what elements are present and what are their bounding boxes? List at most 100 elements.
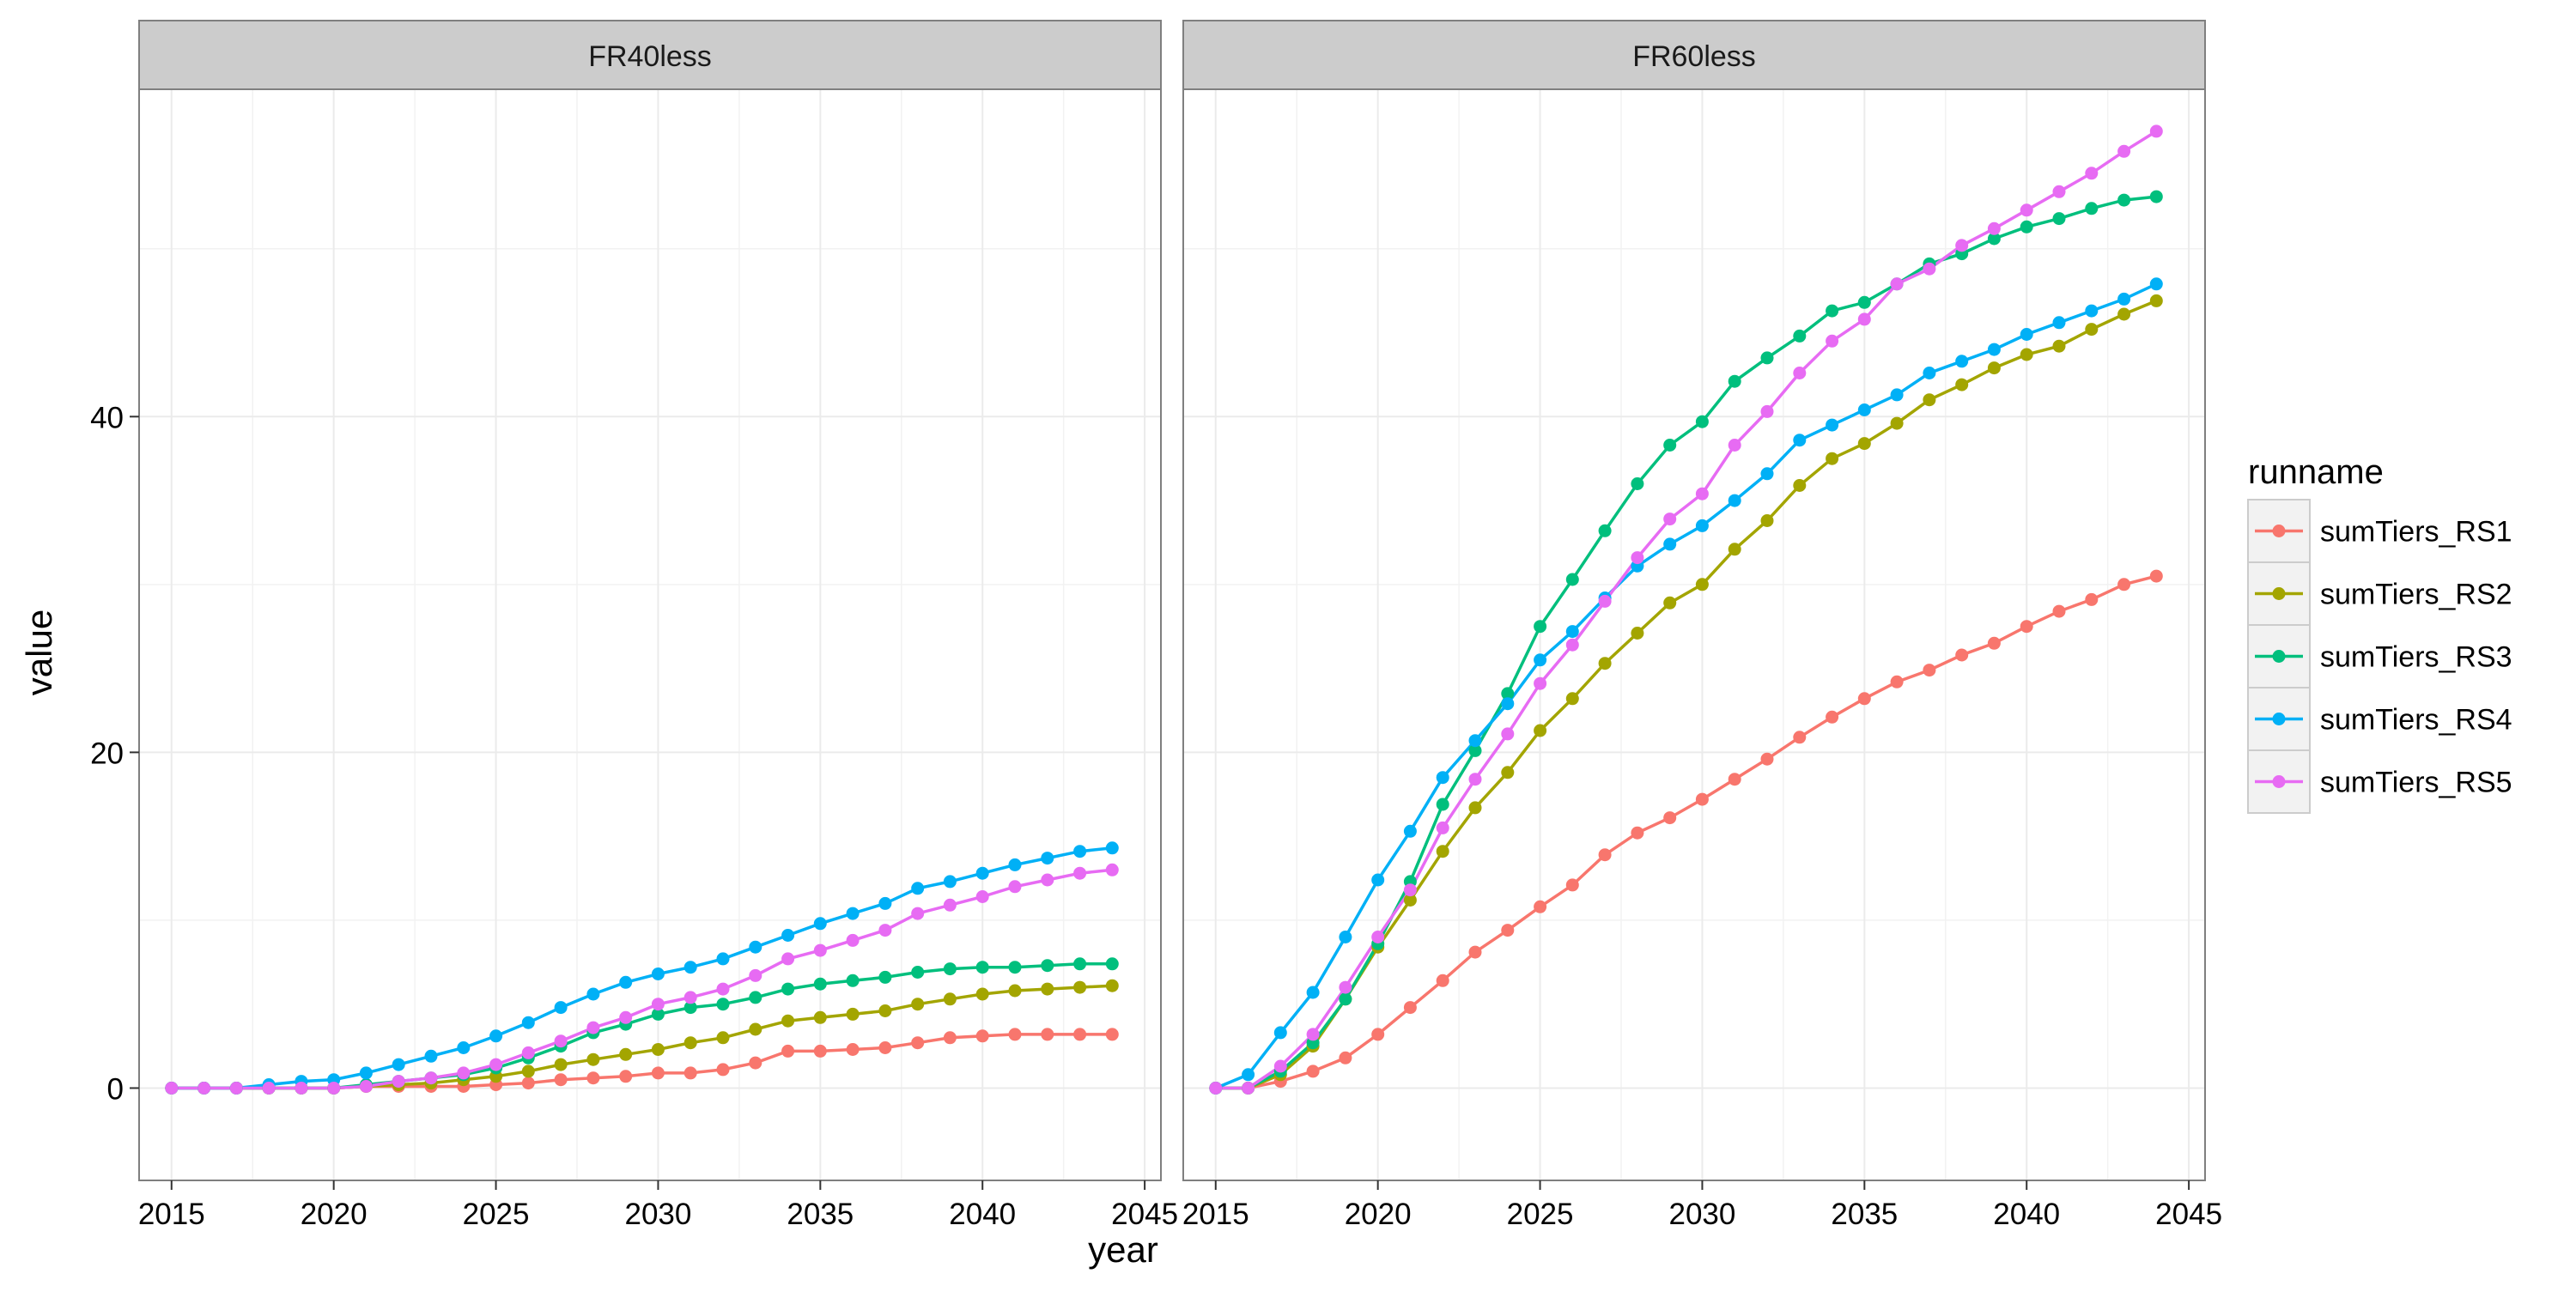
data-point-sumTiers_RS2	[1534, 724, 1547, 737]
data-point-sumTiers_RS3	[1041, 959, 1054, 973]
legend-item-sumTiers_RS5: sumTiers_RS5	[2247, 749, 2512, 814]
data-point-sumTiers_RS1	[1890, 675, 1904, 688]
data-point-sumTiers_RS3	[911, 966, 925, 979]
data-point-sumTiers_RS5	[683, 991, 697, 1004]
data-point-sumTiers_RS4	[489, 1029, 503, 1043]
data-point-sumTiers_RS4	[813, 917, 827, 931]
data-point-sumTiers_RS2	[975, 987, 989, 1001]
legend-label: sumTiers_RS3	[2320, 641, 2512, 674]
data-point-sumTiers_RS3	[1826, 304, 1839, 318]
panel-border	[138, 88, 1162, 1181]
data-point-sumTiers_RS5	[2085, 167, 2099, 180]
data-point-sumTiers_RS3	[1728, 374, 1741, 388]
data-point-sumTiers_RS4	[619, 975, 633, 989]
data-point-sumTiers_RS2	[1695, 578, 1709, 591]
data-point-sumTiers_RS2	[1987, 361, 2001, 375]
data-point-sumTiers_RS5	[1468, 773, 1482, 786]
data-point-sumTiers_RS3	[749, 991, 762, 1004]
data-point-sumTiers_RS1	[554, 1073, 568, 1087]
data-point-sumTiers_RS4	[424, 1049, 438, 1063]
data-point-sumTiers_RS5	[165, 1082, 179, 1095]
data-point-sumTiers_RS1	[1987, 636, 2001, 650]
data-point-sumTiers_RS1	[1008, 1028, 1022, 1041]
data-point-sumTiers_RS4	[911, 882, 925, 895]
data-point-sumTiers_RS3	[683, 1001, 697, 1015]
data-point-sumTiers_RS5	[1598, 594, 1612, 608]
data-point-sumTiers_RS1	[975, 1029, 989, 1043]
legend-label: sumTiers_RS4	[2320, 704, 2512, 737]
data-point-sumTiers_RS1	[749, 1056, 762, 1070]
data-point-sumTiers_RS5	[943, 898, 957, 912]
data-point-sumTiers_RS4	[716, 952, 730, 966]
data-point-sumTiers_RS5	[521, 1046, 535, 1059]
data-point-sumTiers_RS2	[1923, 393, 1936, 407]
data-point-sumTiers_RS2	[619, 1047, 633, 1061]
facet-panel-FR40less: FR40less	[138, 20, 1162, 1181]
data-point-sumTiers_RS1	[878, 1041, 892, 1054]
data-point-sumTiers_RS5	[1403, 883, 1417, 897]
x-tick-label: 2045	[1111, 1198, 1178, 1231]
data-point-sumTiers_RS2	[1403, 894, 1417, 907]
data-point-sumTiers_RS4	[392, 1058, 405, 1071]
plot-background	[139, 89, 1161, 1180]
data-point-sumTiers_RS2	[1436, 845, 1449, 858]
data-point-sumTiers_RS1	[2149, 569, 2163, 583]
data-point-sumTiers_RS1	[716, 1063, 730, 1077]
data-point-sumTiers_RS2	[1073, 980, 1087, 994]
data-point-sumTiers_RS1	[651, 1066, 665, 1080]
data-point-sumTiers_RS1	[1073, 1028, 1087, 1041]
data-point-sumTiers_RS2	[749, 1022, 762, 1036]
data-point-sumTiers_RS4	[1695, 519, 1709, 532]
data-point-sumTiers_RS1	[1923, 664, 1936, 677]
data-point-sumTiers_RS3	[1105, 957, 1119, 971]
data-point-sumTiers_RS4	[1041, 852, 1054, 865]
data-point-sumTiers_RS3	[2052, 212, 2066, 226]
x-tick-label: 2020	[1345, 1198, 1412, 1231]
legend-key-point	[2272, 525, 2286, 537]
data-point-sumTiers_RS2	[2020, 348, 2033, 361]
data-point-sumTiers_RS1	[521, 1077, 535, 1090]
data-point-sumTiers_RS5	[1987, 221, 2001, 235]
data-point-sumTiers_RS3	[1631, 477, 1644, 490]
plot-background	[1183, 89, 2205, 1180]
data-point-sumTiers_RS1	[1436, 974, 1449, 987]
legend-label: sumTiers_RS1	[2320, 516, 2512, 549]
data-point-sumTiers_RS5	[1339, 980, 1352, 994]
data-point-sumTiers_RS5	[1534, 676, 1547, 690]
data-point-sumTiers_RS5	[359, 1080, 373, 1093]
data-point-sumTiers_RS2	[943, 992, 957, 1006]
data-point-sumTiers_RS4	[1663, 537, 1677, 551]
data-point-sumTiers_RS2	[1468, 801, 1482, 815]
data-point-sumTiers_RS2	[1598, 657, 1612, 670]
data-point-sumTiers_RS3	[1987, 232, 2001, 246]
data-point-sumTiers_RS5	[392, 1075, 405, 1089]
data-point-sumTiers_RS4	[2020, 328, 2033, 341]
data-point-sumTiers_RS3	[975, 961, 989, 974]
data-point-sumTiers_RS1	[911, 1036, 925, 1050]
data-point-sumTiers_RS2	[586, 1052, 600, 1066]
data-point-sumTiers_RS2	[878, 1004, 892, 1017]
data-point-sumTiers_RS5	[1826, 334, 1839, 348]
data-point-sumTiers_RS1	[683, 1066, 697, 1080]
data-point-sumTiers_RS3	[1695, 415, 1709, 428]
data-point-sumTiers_RS1	[1041, 1028, 1054, 1041]
data-point-sumTiers_RS2	[1728, 543, 1741, 556]
data-point-sumTiers_RS4	[683, 961, 697, 974]
data-point-sumTiers_RS3	[1598, 524, 1612, 537]
x-tick-label: 2045	[2155, 1198, 2222, 1231]
data-point-sumTiers_RS2	[521, 1065, 535, 1078]
data-point-sumTiers_RS2	[1105, 979, 1119, 992]
data-point-sumTiers_RS5	[911, 907, 925, 920]
data-point-sumTiers_RS2	[716, 1031, 730, 1045]
data-point-sumTiers_RS2	[1565, 692, 1579, 706]
data-point-sumTiers_RS2	[554, 1058, 568, 1071]
data-point-sumTiers_RS3	[1534, 620, 1547, 634]
data-point-sumTiers_RS1	[846, 1043, 860, 1056]
data-point-sumTiers_RS4	[1306, 986, 1320, 999]
data-point-sumTiers_RS4	[1403, 824, 1417, 838]
legend-label: sumTiers_RS5	[2320, 767, 2512, 799]
data-point-sumTiers_RS4	[943, 875, 957, 889]
data-point-sumTiers_RS1	[2085, 592, 2099, 606]
data-point-sumTiers_RS2	[1008, 984, 1022, 998]
